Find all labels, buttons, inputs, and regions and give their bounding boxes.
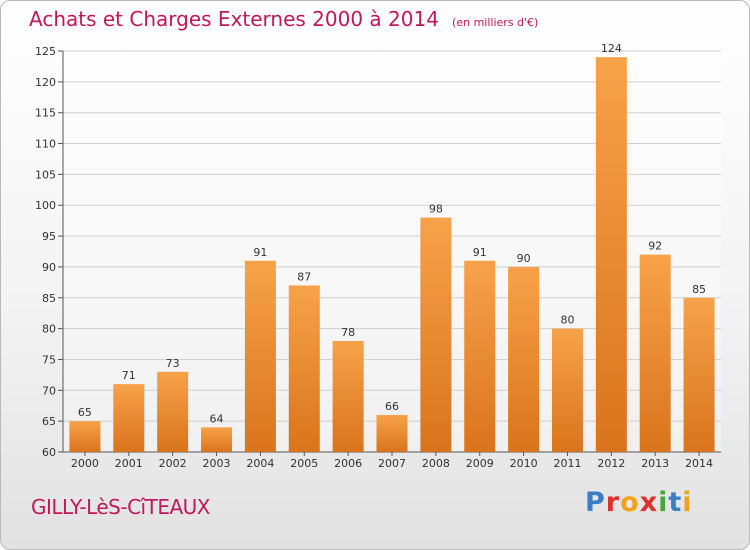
x-tick-label: 2005 [290,457,318,470]
y-tick-label: 80 [42,323,56,336]
logo-letter: o [620,487,640,518]
logo-letter: P [585,487,606,518]
x-tick-label: 2001 [115,457,143,470]
logo-letter: i [682,487,693,518]
logo-letter: i [658,487,669,518]
data-label: 64 [210,412,224,425]
y-tick-label: 125 [35,45,56,58]
data-label: 98 [429,203,443,216]
x-tick-label: 2002 [159,457,187,470]
y-tick-label: 90 [42,261,56,274]
bar [113,384,145,452]
chart-title: Achats et Charges Externes 2000 à 2014 [29,7,439,31]
x-tick-label: 2004 [246,457,274,470]
data-label: 71 [122,369,136,382]
y-tick-label: 60 [42,446,56,459]
bar [244,260,276,452]
proxiti-logo: Proxiti [585,487,693,518]
bar [551,328,583,452]
y-tick-label: 105 [35,168,56,181]
data-label: 73 [166,357,180,370]
bar [201,427,233,452]
data-label: 66 [385,400,399,413]
x-tick-label: 2011 [553,457,581,470]
bar [157,371,189,452]
chart-title-block: Achats et Charges Externes 2000 à 2014 (… [29,7,538,31]
logo-letter: x [639,487,659,518]
x-tick-label: 2008 [422,457,450,470]
data-label: 91 [253,246,267,259]
x-tick-label: 2009 [466,457,494,470]
y-tick-label: 115 [35,107,56,120]
bar [683,297,715,452]
x-tick-label: 2007 [378,457,406,470]
y-tick-label: 65 [42,415,56,428]
data-label: 65 [78,406,92,419]
bar [288,285,320,452]
y-tick-label: 110 [35,138,56,151]
bar [508,266,540,452]
bar [332,340,364,452]
x-tick-label: 2000 [71,457,99,470]
data-label: 80 [560,314,574,327]
y-tick-label: 70 [42,384,56,397]
data-label: 78 [341,326,355,339]
bar [639,254,671,452]
bar [595,57,627,453]
x-tick-label: 2012 [597,457,625,470]
data-label: 87 [297,270,311,283]
x-tick-label: 2013 [641,457,669,470]
bar [420,217,452,452]
chart-subtitle: (en milliers d'€) [452,16,539,29]
bar [464,260,496,452]
logo-letter: t [668,487,683,518]
data-label: 124 [601,42,622,55]
bar [376,414,408,452]
data-label: 91 [473,246,487,259]
logo-letter: r [605,487,621,518]
y-tick-label: 120 [35,76,56,89]
x-tick-label: 2003 [203,457,231,470]
x-tick-label: 2010 [510,457,538,470]
data-label: 92 [648,240,662,253]
bar [69,421,101,452]
location-name: GILLY-LèS-CîTEAUX [31,495,211,519]
x-tick-label: 2006 [334,457,362,470]
y-tick-label: 100 [35,199,56,212]
y-tick-label: 85 [42,292,56,305]
y-tick-label: 75 [42,353,56,366]
data-label: 90 [517,252,531,265]
data-label: 85 [692,283,706,296]
x-tick-label: 2014 [685,457,713,470]
y-tick-label: 95 [42,230,56,243]
